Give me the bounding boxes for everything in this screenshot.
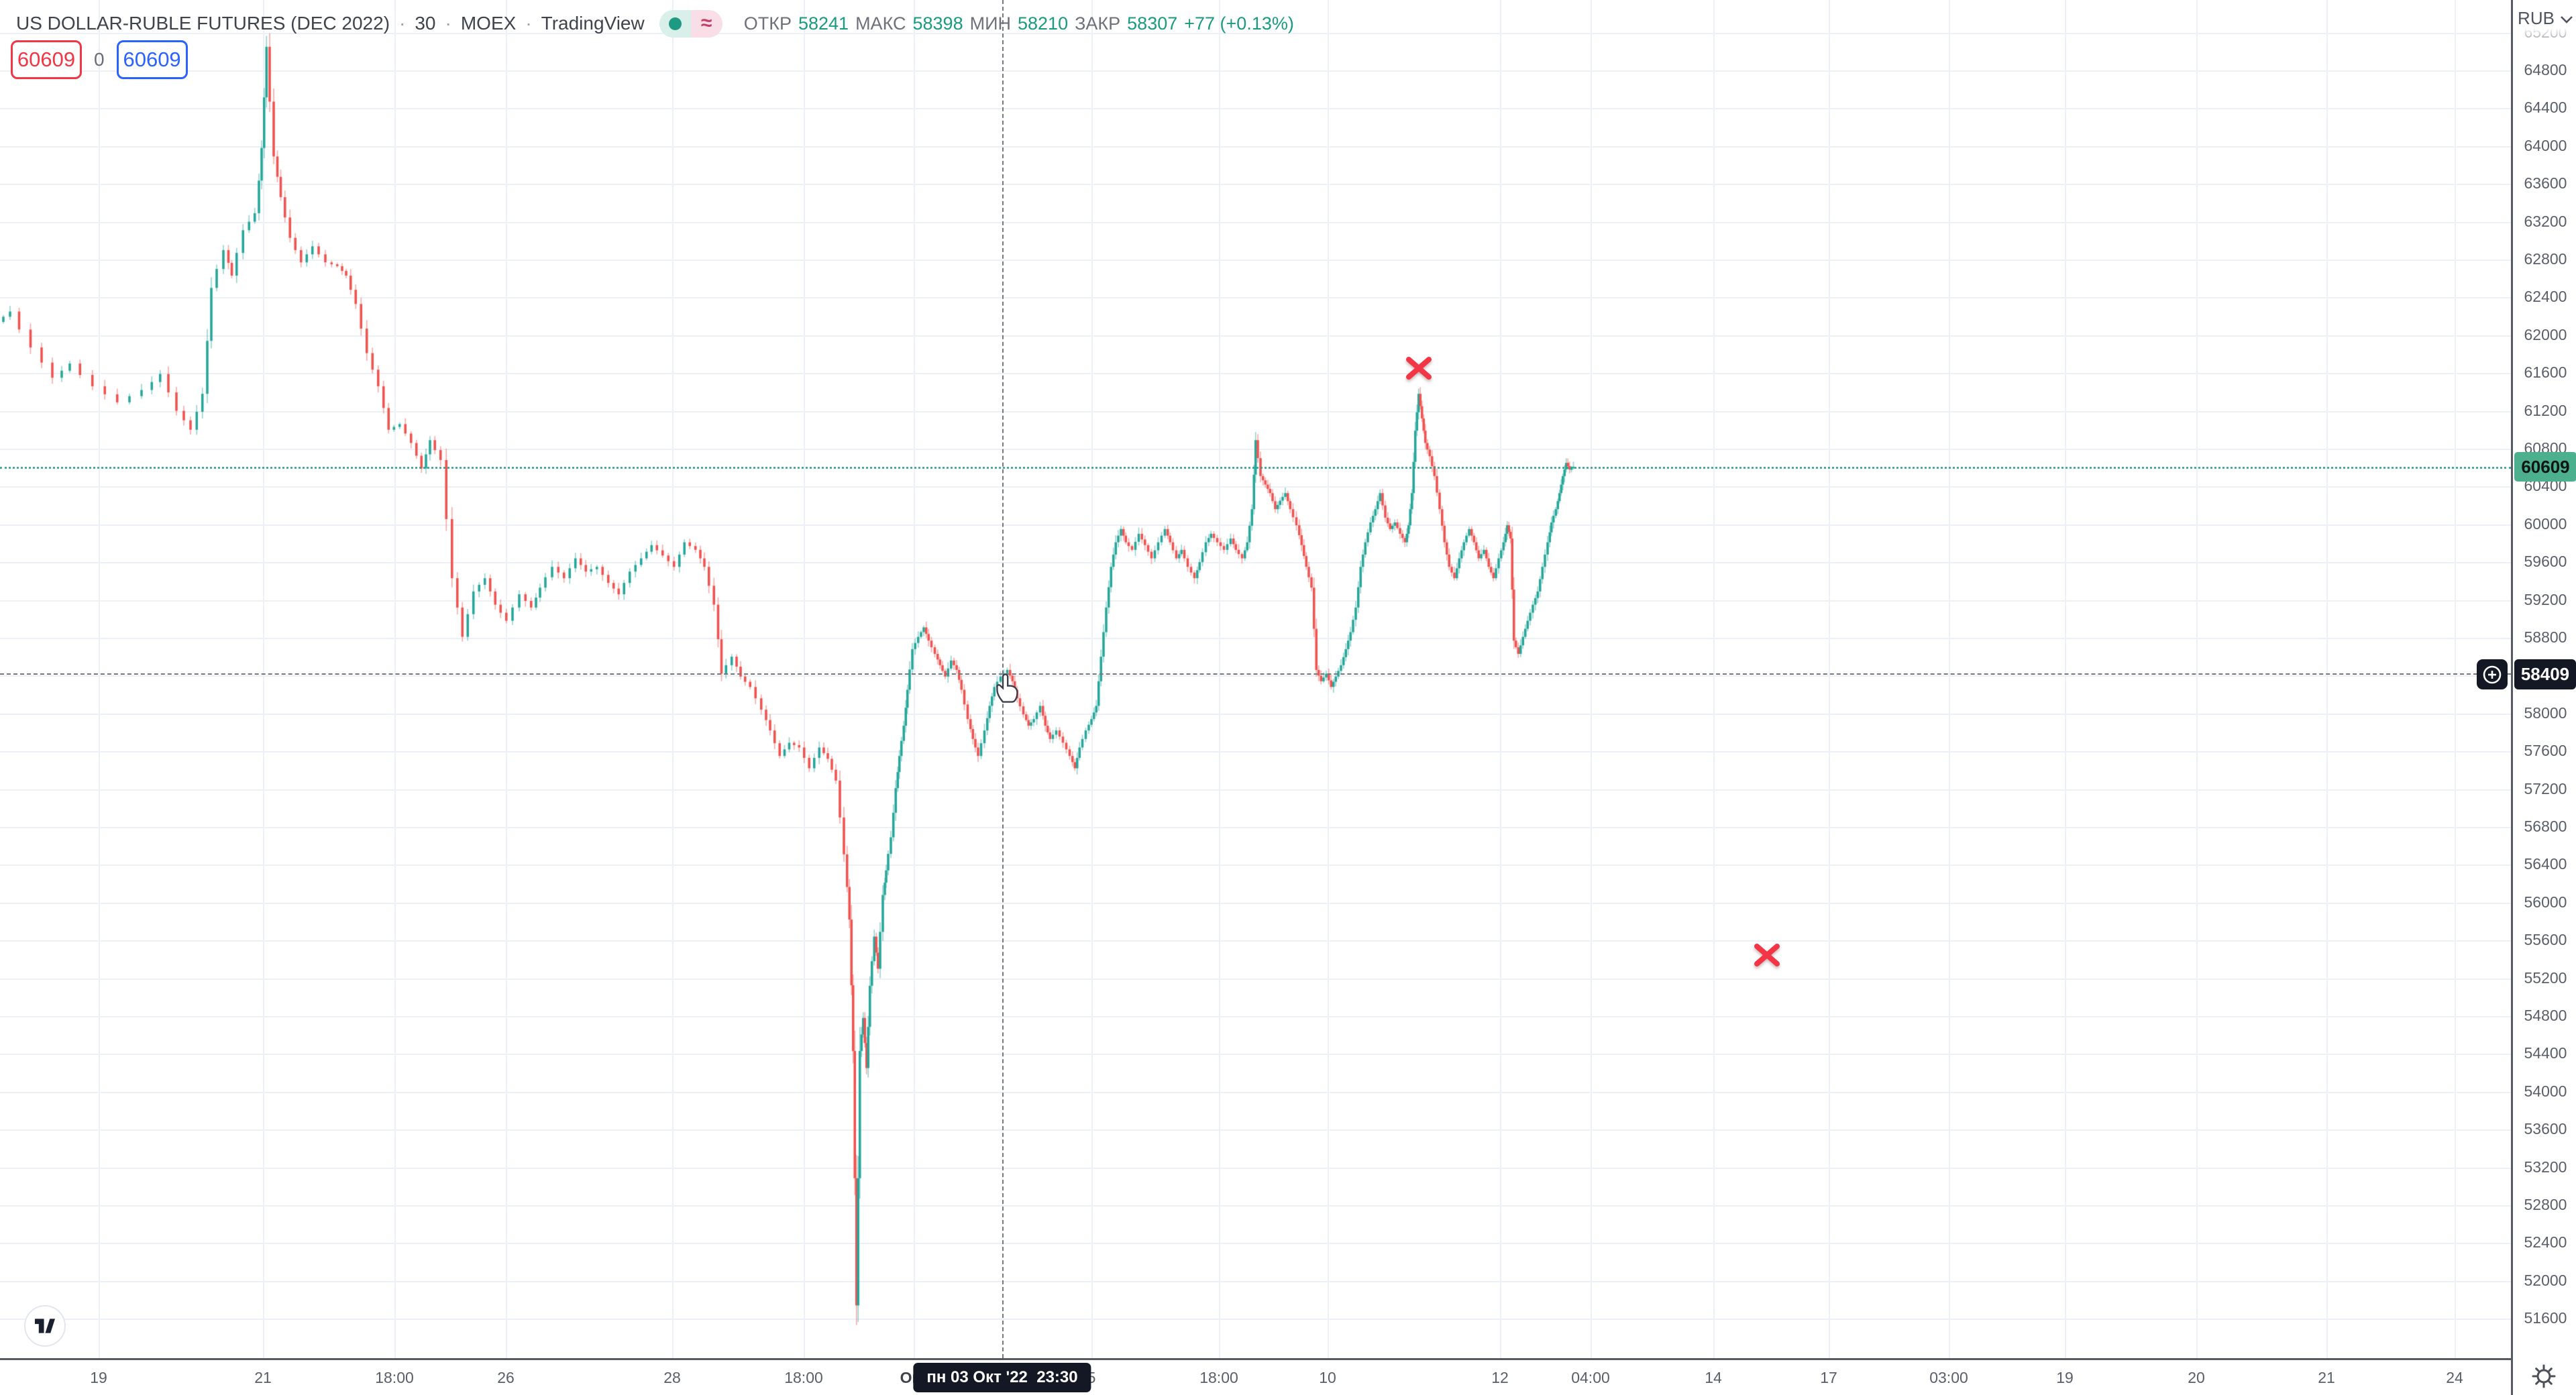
market-status-pills: ≈ (659, 9, 722, 38)
price-tick-label: 63600 (2524, 174, 2567, 192)
candlestick-canvas[interactable] (0, 0, 2511, 1358)
symbol-title[interactable]: US DOLLAR-RUBLE FUTURES (DEC 2022) (16, 13, 390, 34)
time-tick-label: 24 (2446, 1369, 2463, 1386)
price-tick-label: 62400 (2524, 288, 2567, 306)
delayed-data-indicator[interactable]: ≈ (690, 9, 722, 38)
market-open-indicator[interactable] (659, 9, 691, 38)
price-tick-label: 57600 (2524, 742, 2567, 760)
time-tick-label: 03:00 (1929, 1369, 1968, 1386)
high-label: МАКС (855, 13, 906, 34)
time-tick-label: 04:00 (1571, 1369, 1610, 1386)
time-tick-label: 10 (1319, 1369, 1336, 1386)
price-tick-label: 54800 (2524, 1006, 2567, 1024)
sell-button[interactable]: 60609 (11, 40, 82, 79)
price-axis[interactable]: 6520064800644006400063600632006280062400… (2511, 0, 2576, 1395)
crosshair-horizontal-line (0, 673, 2511, 675)
high-value: 58398 (912, 13, 963, 34)
circle-plus-icon (2483, 665, 2502, 683)
open-value: 58241 (798, 13, 849, 34)
price-tick-label: 51600 (2524, 1309, 2567, 1327)
time-tick-label: 14 (1705, 1369, 1722, 1386)
buy-button[interactable]: 60609 (116, 40, 188, 79)
time-tick-label: 26 (497, 1369, 515, 1386)
time-tick-label: 18:00 (784, 1369, 823, 1386)
price-tick-label: 61600 (2524, 364, 2567, 382)
price-tick-label: 61200 (2524, 401, 2567, 419)
change-value: +77 (+0.13%) (1184, 13, 1294, 34)
ohlc-readout: ОТКР 58241 МАКС 58398 МИН 58210 ЗАКР 58307 +… (744, 13, 1294, 34)
price-tick-label: 55600 (2524, 931, 2567, 949)
settings-gear-icon[interactable] (2529, 1361, 2559, 1394)
price-tick-label: 64000 (2524, 136, 2567, 154)
attribution-tradingview[interactable]: TradingView (541, 13, 645, 34)
trade-panel: 60609 0 60609 (11, 40, 188, 79)
price-tick-label: 58800 (2524, 628, 2567, 646)
time-tick-label: 19 (90, 1369, 107, 1386)
close-label: ЗАКР (1075, 13, 1121, 34)
chart-plot-area[interactable] (0, 0, 2511, 1358)
chevron-down-icon (2561, 16, 2573, 23)
close-value: 58307 (1127, 13, 1178, 34)
time-tick-label: 19 (2056, 1369, 2074, 1386)
price-tick-label: 59600 (2524, 553, 2567, 571)
price-tick-label: 52000 (2524, 1271, 2567, 1289)
market-open-dot-icon (668, 17, 682, 30)
time-tick-label: 17 (1820, 1369, 1837, 1386)
open-label: ОТКР (743, 13, 792, 34)
price-tick-label: 55200 (2524, 968, 2567, 987)
price-tick-label: 63200 (2524, 212, 2567, 230)
price-tick-label: 52800 (2524, 1195, 2567, 1213)
price-tick-label: 54400 (2524, 1044, 2567, 1062)
price-tick-label: 56000 (2524, 893, 2567, 911)
symbol-legend: US DOLLAR-RUBLE FUTURES (DEC 2022) · 30 … (16, 8, 1294, 39)
legend-separator: · (399, 13, 406, 34)
price-tick-label: 57200 (2524, 779, 2567, 797)
exchange-name[interactable]: MOEX (460, 13, 517, 34)
low-label: МИН (969, 13, 1011, 34)
spread-value: 0 (94, 49, 105, 70)
plus-button[interactable] (2477, 659, 2508, 689)
legend-separator: · (445, 13, 451, 34)
price-tick-label: 54000 (2524, 1082, 2567, 1100)
price-tick-label: 56400 (2524, 855, 2567, 873)
last-price-line (0, 466, 2511, 469)
time-tick-label: 18:00 (375, 1369, 414, 1386)
red-cross-marker-icon[interactable] (1752, 942, 1782, 968)
crosshair-price-label: 58409 (2514, 659, 2576, 689)
low-value: 58210 (1018, 13, 1069, 34)
currency-label: RUB (2518, 8, 2555, 28)
time-tick-label: 12 (1491, 1369, 1509, 1386)
price-tick-label: 62800 (2524, 249, 2567, 268)
price-tick-label: 64400 (2524, 99, 2567, 117)
red-cross-marker-icon[interactable] (1403, 355, 1434, 382)
price-tick-label: 53600 (2524, 1120, 2567, 1138)
last-price-label: 60609 (2514, 452, 2576, 482)
time-axis[interactable]: 192118:00262818:00Окт518:00101204:001417… (0, 1358, 2576, 1395)
approx-icon: ≈ (701, 12, 712, 34)
time-tick-label: 28 (663, 1369, 681, 1386)
price-tick-label: 53200 (2524, 1158, 2567, 1176)
time-tick-label: 18:00 (1199, 1369, 1238, 1386)
price-tick-label: 52400 (2524, 1233, 2567, 1251)
interval-value[interactable]: 30 (415, 13, 436, 34)
price-tick-label: 58000 (2524, 704, 2567, 722)
price-tick-label: 62000 (2524, 325, 2567, 343)
price-tick-label: 59200 (2524, 590, 2567, 608)
price-tick-label: 60000 (2524, 514, 2567, 533)
time-tick-label: 20 (2188, 1369, 2205, 1386)
tradingview-logo[interactable] (24, 1305, 66, 1347)
time-tick-label: 21 (254, 1369, 272, 1386)
legend-separator: · (525, 13, 532, 34)
price-tick-label: 56800 (2524, 817, 2567, 835)
crosshair-time-tooltip: пн 03 Окт '22 23:30 (913, 1363, 1091, 1392)
tradingview-logo-icon (34, 1319, 56, 1333)
currency-dropdown[interactable]: RUB (2513, 0, 2576, 48)
time-tick-label: 21 (2318, 1369, 2335, 1386)
cursor-hand-icon (996, 673, 1018, 703)
price-tick-label: 64800 (2524, 61, 2567, 78)
